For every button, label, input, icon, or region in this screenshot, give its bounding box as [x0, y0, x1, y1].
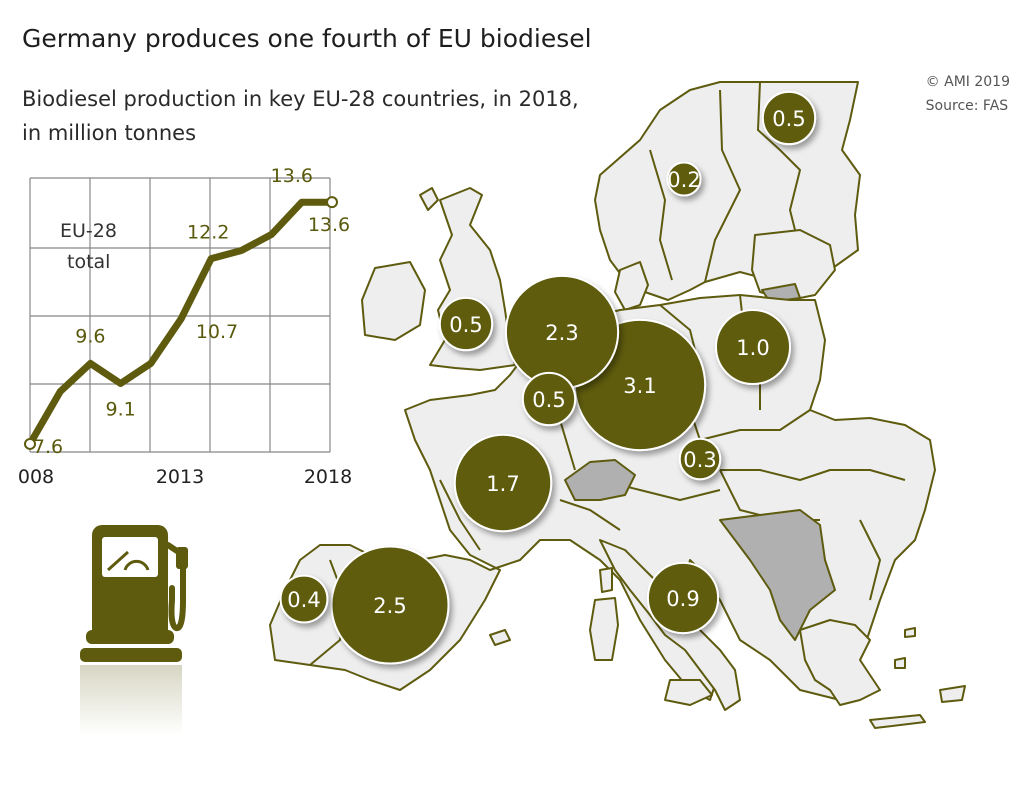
- x-tick-label: 2013: [156, 466, 204, 488]
- line-start-marker: [24, 437, 36, 450]
- source-text: Source: FAS: [925, 98, 1009, 114]
- bubble-value-label: 0.3: [683, 448, 716, 472]
- bubble-layer: 3.1 2.5 2.3 1.7 1.0 0.9 0.5 0.5 0.5 0.4 0.3 0.2: [279, 90, 817, 665]
- map-finland-border: [757, 81, 801, 251]
- data-value-label: 7.6: [33, 436, 63, 458]
- country-bubble: [453, 433, 553, 533]
- map-sardinia: [589, 597, 619, 661]
- country-bubble: [438, 296, 494, 352]
- map-balearic: [489, 629, 511, 646]
- country-bubble: [521, 371, 577, 427]
- bubble-value-label: 0.2: [667, 168, 700, 192]
- country-bubble: [761, 90, 817, 146]
- value-labels: 7.6 9.6 9.1 12.2 10.7 13.6 13.6: [33, 165, 350, 458]
- bubble-value-label: 2.3: [545, 321, 578, 345]
- chart-subtitle: Biodiesel production in key EU-28 countr…: [22, 82, 579, 150]
- copyright-text: © AMI 2019: [925, 74, 1010, 90]
- map-cyprus: [939, 685, 966, 703]
- map-switzerland: [564, 459, 636, 501]
- x-tick-label: 008: [18, 466, 54, 488]
- map-baltics: [751, 229, 836, 301]
- map-denmark: [614, 261, 649, 311]
- subtitle-line-1: Biodiesel production in key EU-28 countr…: [22, 87, 579, 111]
- country-bubble: [646, 561, 720, 635]
- data-value-label: 10.7: [196, 321, 238, 343]
- map-ireland: [361, 261, 426, 341]
- country-bubble: [330, 545, 450, 665]
- bubble-value-label: 0.4: [287, 588, 320, 612]
- line-series: [24, 196, 338, 450]
- map-corsica: [599, 567, 613, 593]
- x-tick-label: 2018: [304, 466, 352, 488]
- subtitle-line-2: in million tonnes: [22, 121, 197, 145]
- bubble-value-label: 2.5: [373, 594, 406, 618]
- map-sicily: [664, 679, 713, 706]
- map-western-balkans: [719, 509, 836, 641]
- chart-title: Germany produces one fourth of EU biodie…: [22, 24, 592, 53]
- x-tick-labels: 008 2013 2018: [18, 466, 352, 488]
- country-bubble: [678, 437, 722, 481]
- country-bubble: [666, 161, 702, 197]
- data-value-label: 9.6: [75, 325, 105, 347]
- bubble-value-label: 0.5: [772, 107, 805, 131]
- data-value-label: 13.6: [271, 165, 313, 187]
- chart-series-label-line1: EU-28: [60, 220, 117, 242]
- map-greece: [799, 619, 881, 706]
- map-crete: [869, 714, 926, 729]
- line-chart: 7.6 9.6 9.1 12.2 10.7 13.6 13.6 008 2013 2018 EU…: [18, 165, 352, 488]
- data-value-label: 9.1: [105, 399, 135, 421]
- map-sweden-border: [649, 89, 741, 283]
- country-bubble: [279, 574, 329, 624]
- line-end-marker: [326, 196, 338, 209]
- bubble-value-label: 0.9: [666, 587, 699, 611]
- credits: © AMI 2019 Source: FAS: [926, 70, 1010, 118]
- series-line-eu28: [26, 198, 336, 448]
- bubble-value-label: 1.0: [736, 336, 769, 360]
- bubble-value-label: 0.5: [449, 313, 482, 337]
- bubble-value-label: 0.5: [532, 388, 565, 412]
- bubble-value-label: 3.1: [623, 374, 656, 398]
- bubble-value-label: 1.7: [486, 472, 519, 496]
- chart-grid: [29, 177, 331, 453]
- chart-series-label-line2: total: [67, 251, 110, 273]
- country-bubble: [715, 309, 791, 385]
- map-islands: [419, 187, 439, 211]
- data-value-label: 13.6: [308, 214, 350, 236]
- fuel-pump-icon: [80, 525, 188, 735]
- map-aegean-islands: [894, 627, 916, 669]
- data-value-label: 12.2: [187, 222, 229, 244]
